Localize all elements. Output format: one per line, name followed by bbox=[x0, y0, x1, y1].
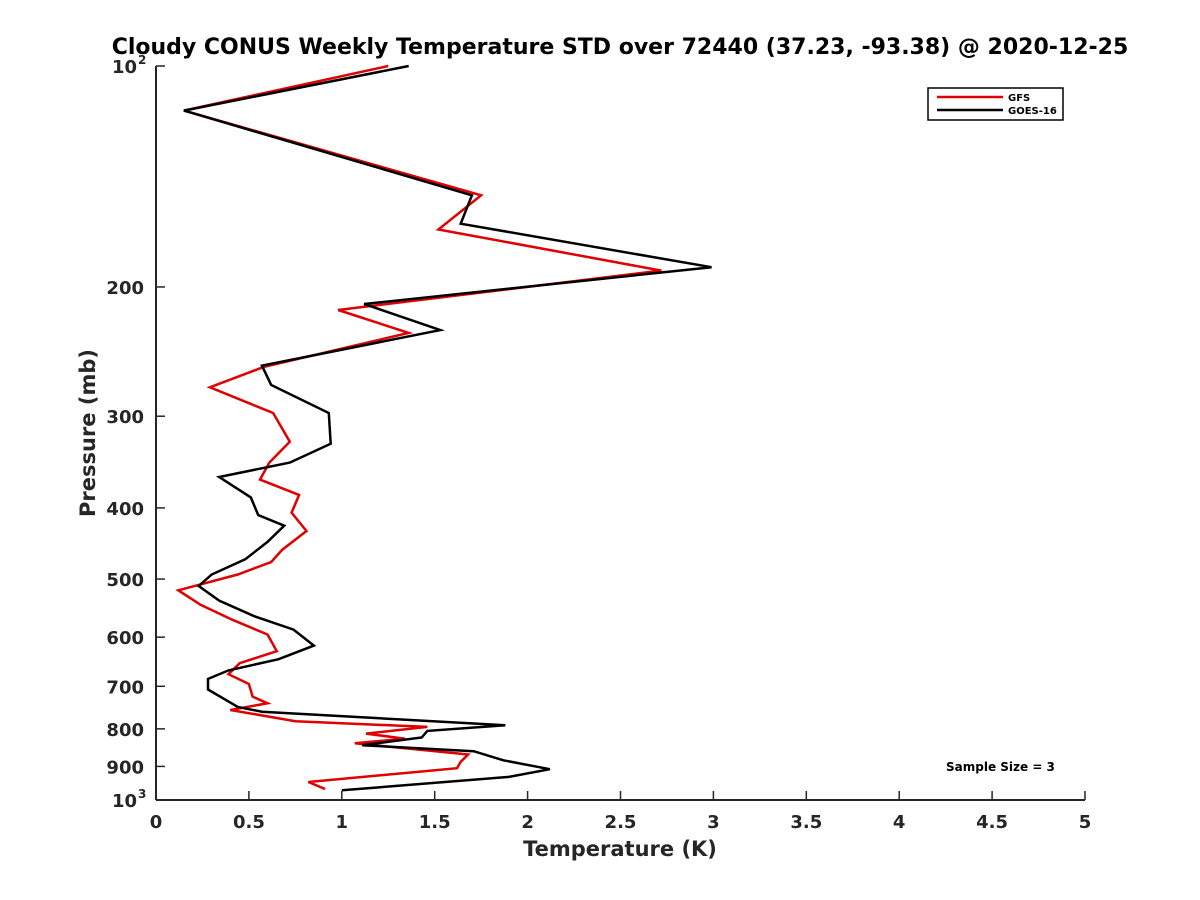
y-tick-label: 600 bbox=[106, 628, 144, 649]
plot-area bbox=[175, 64, 712, 792]
x-tick-label: 3 bbox=[707, 812, 720, 833]
x-tick-label: 0.5 bbox=[233, 812, 265, 833]
legend-label-gfs: GFS bbox=[1008, 93, 1030, 104]
legend: GFS GOES-16 bbox=[927, 87, 1064, 121]
y-tick-label: 900 bbox=[106, 757, 144, 778]
x-tick-label: 4 bbox=[893, 812, 906, 833]
x-axis-label: Temperature (K) bbox=[523, 837, 717, 861]
x-tick-label: 1.5 bbox=[419, 812, 451, 833]
x-tick-label: 3.5 bbox=[790, 812, 822, 833]
y-axis-label: Pressure (mb) bbox=[76, 349, 100, 517]
x-tick-label: 1 bbox=[336, 812, 349, 833]
legend-box bbox=[927, 87, 1064, 121]
y-tick-label: 800 bbox=[106, 720, 144, 741]
legend-label-goes16: GOES-16 bbox=[1008, 106, 1057, 117]
series-line-goes16 bbox=[183, 64, 712, 792]
y-tick-label: 700 bbox=[106, 677, 144, 698]
x-tick-label: 2.5 bbox=[605, 812, 637, 833]
chart-title: Cloudy CONUS Weekly Temperature STD over… bbox=[112, 35, 1129, 60]
x-tick-label: 0 bbox=[150, 812, 163, 833]
y-tick-label: 10 bbox=[112, 791, 137, 812]
x-tick-label: 4.5 bbox=[976, 812, 1008, 833]
y-tick-label-exponent: 2 bbox=[138, 53, 146, 67]
x-axis-ticks: 0 0.5 1 1.5 2 2.5 3 3.5 4 4.5 5 bbox=[150, 791, 1092, 833]
x-tick-label: 5 bbox=[1079, 812, 1092, 833]
x-tick-label: 2 bbox=[521, 812, 534, 833]
y-tick-label: 500 bbox=[106, 570, 144, 591]
sample-size-annotation: Sample Size = 3 bbox=[946, 760, 1055, 774]
y-tick-label: 300 bbox=[106, 407, 144, 428]
y-tick-label: 400 bbox=[106, 499, 144, 520]
y-tick-label-exponent: 3 bbox=[138, 787, 146, 801]
y-tick-label: 10 bbox=[112, 57, 137, 78]
y-tick-label: 200 bbox=[106, 278, 144, 299]
